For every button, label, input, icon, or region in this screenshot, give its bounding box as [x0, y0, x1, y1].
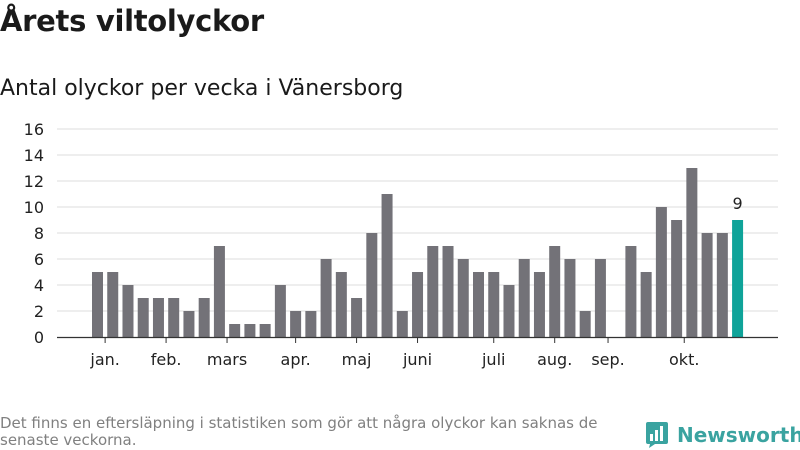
x-tick-label-okt: okt. — [669, 350, 699, 369]
bar-week-40 — [671, 220, 683, 337]
chart-subtitle: Antal olyckor per vecka i Vänersborg — [0, 76, 404, 101]
data-label-highlight: 9 — [732, 194, 742, 213]
x-tick-label-maj: maj — [342, 350, 372, 369]
bar-week-7 — [168, 298, 180, 337]
bar-week-3 — [107, 272, 119, 337]
bar-week-10 — [213, 246, 225, 337]
y-tick-label-16: 16 — [24, 120, 44, 139]
y-tick-label-2: 2 — [34, 302, 44, 321]
bar-week-44 — [732, 220, 744, 337]
bar-week-26 — [457, 259, 469, 337]
bar-week-9 — [198, 298, 210, 337]
bar-week-11 — [229, 324, 241, 337]
bar-week-35 — [594, 259, 606, 337]
y-tick-label-12: 12 — [24, 172, 44, 191]
bar-chart: 0 2 4 6 8 10 12 14 16 9 jan. feb. mars apr. maj juni jul… — [24, 120, 778, 369]
bar-week-24 — [427, 246, 439, 337]
bar-week-2 — [92, 272, 103, 337]
bar-week-38 — [640, 272, 652, 337]
bar-week-22 — [396, 311, 408, 337]
bar-week-15 — [290, 311, 302, 337]
bar-week-32 — [549, 246, 561, 337]
bar-week-20 — [366, 233, 378, 337]
bar-week-27 — [473, 272, 484, 337]
y-tick-label-10: 10 — [24, 198, 44, 217]
bar-week-28 — [488, 272, 500, 337]
y-tick-label-4: 4 — [34, 276, 44, 295]
y-tick-label-6: 6 — [34, 250, 44, 269]
bar-week-42 — [701, 233, 713, 337]
x-tick-label-jan: jan. — [89, 350, 119, 369]
footnote: Det finns en eftersläpning i statistiken… — [0, 414, 598, 449]
bar-week-12 — [244, 324, 256, 337]
x-tick-label-apr: apr. — [281, 350, 311, 369]
bar-week-19 — [351, 298, 363, 337]
x-tick-label-juli: juli — [481, 350, 505, 369]
bar-week-23 — [412, 272, 424, 337]
x-tick-label-mars: mars — [207, 350, 247, 369]
bar-week-6 — [152, 298, 164, 337]
newsworthy-logo: Newsworthy — [645, 421, 800, 449]
bar-week-17 — [320, 259, 332, 337]
bar-week-30 — [518, 259, 530, 337]
newsworthy-logo-icon — [646, 422, 668, 448]
chart-title: Årets viltolyckor — [0, 4, 264, 38]
bar-week-13 — [259, 324, 271, 337]
bar-week-37 — [625, 246, 637, 337]
bar-week-43 — [716, 233, 728, 337]
bar-week-8 — [183, 311, 195, 337]
bar-week-31 — [533, 272, 545, 337]
y-tick-label-0: 0 — [34, 328, 44, 347]
x-tick-label-juni: juni — [402, 350, 432, 369]
brand-name: Newsworthy — [677, 423, 800, 447]
bar-week-5 — [137, 298, 149, 337]
bar-week-34 — [579, 311, 591, 337]
bar-week-39 — [655, 207, 667, 337]
x-tick-label-sep: sep. — [591, 350, 624, 369]
bar-week-41 — [686, 168, 698, 337]
bar-week-14 — [274, 285, 286, 337]
x-tick-label-aug: aug. — [537, 350, 572, 369]
bar-week-21 — [381, 194, 393, 337]
bar-week-29 — [503, 285, 515, 337]
bar-week-4 — [122, 285, 134, 337]
bar-week-33 — [564, 259, 576, 337]
bar-week-25 — [442, 246, 454, 337]
x-tick-label-feb: feb. — [151, 350, 182, 369]
bar-week-16 — [305, 311, 317, 337]
y-tick-label-14: 14 — [24, 146, 44, 165]
y-tick-label-8: 8 — [34, 224, 44, 243]
bar-week-18 — [335, 272, 347, 337]
